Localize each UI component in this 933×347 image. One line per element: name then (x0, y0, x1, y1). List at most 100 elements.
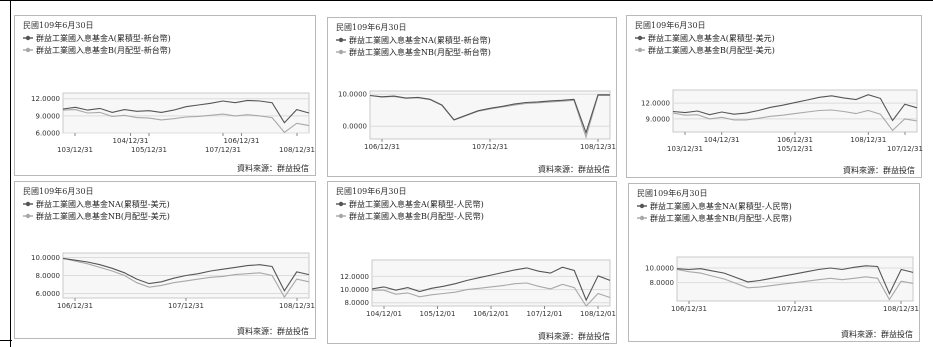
source-note: 資料來源：群益投信 (538, 164, 610, 174)
x-tick-label: 106/12/31 (671, 305, 707, 313)
legend-entry: 群益工業國入息基金B(月配型-美元) (648, 45, 775, 55)
legend-marker (25, 213, 31, 219)
legend-entry: 群益工業國入息基金NB(月配型-人民幣) (650, 213, 792, 223)
chart-panel-4: 民國109年6月30日群益工業國入息基金NA(累積型-美元) 群益工業國入息基金N… (14, 181, 316, 339)
x-tick-label: 104/12/31 (704, 136, 740, 144)
chart-title: 民國109年6月30日 (637, 188, 708, 198)
x-tick-label: 106/12/31 (57, 302, 93, 310)
series-line-1 (672, 94, 918, 122)
y-tick-label: 8.0000 (345, 299, 370, 307)
y-tick-label: 10.0000 (31, 254, 60, 262)
x-tick-label: 105/12/01 (420, 310, 456, 318)
x-tick-label: 106/12/31 (364, 143, 400, 151)
x-tick-label: 107/12/01 (527, 310, 563, 318)
legend-marker (338, 49, 344, 55)
y-tick-label: 10.0000 (340, 286, 369, 294)
legend-marker (338, 37, 344, 43)
plot-area (672, 89, 918, 133)
y-tick-label: 12.0000 (641, 100, 670, 108)
y-tick-label: 8.0000 (650, 279, 675, 287)
chart-title: 民國109年6月30日 (23, 186, 94, 196)
legend-entry: 群益工業國入息基金NA(累積型-美元) (36, 199, 170, 209)
legend-marker (639, 215, 645, 221)
x-tick-label: 107/12/31 (887, 145, 923, 153)
x-tick-label: 103/12/31 (667, 145, 703, 153)
y-tick-label: 0.0000 (343, 123, 368, 131)
x-tick-label: 104/12/31 (113, 137, 149, 145)
x-tick-label: 106/12/31 (224, 137, 260, 145)
x-tick-label: 105/12/31 (777, 145, 813, 153)
legend-entry: 群益工業國入息基金NA(累積型-人民幣) (650, 201, 792, 211)
frame-top-border (0, 0, 933, 1)
x-tick-label: 108/12/31 (850, 136, 886, 144)
legend-marker (639, 203, 645, 209)
legend-marker (637, 35, 643, 41)
legend-entry: 群益工業國入息基金NB(月配型-新台幣) (349, 47, 491, 57)
series-line-1 (62, 99, 310, 124)
series-line-2 (62, 109, 310, 134)
x-tick-label: 107/12/31 (205, 146, 241, 154)
legend-entry: 群益工業國入息基金NA(累積型-新台幣) (349, 35, 491, 45)
legend-entry: 群益工業國入息基金B(月配型-新台幣) (36, 45, 171, 55)
y-tick-label: 6.0000 (36, 130, 61, 138)
chart-panel-5: 民國109年6月30日群益工業國入息基金A(累積型-人民幣) 群益工業國入息基金B… (327, 181, 617, 344)
x-tick-label: 107/12/31 (472, 143, 508, 151)
x-tick-label: 108/12/31 (279, 146, 315, 154)
legend-entry: 群益工業國入息基金NB(月配型-美元) (36, 211, 170, 221)
legend-marker (637, 47, 643, 53)
x-tick-label: 108/12/31 (279, 302, 315, 310)
chart-panel-3: 民國109年6月30日群益工業國入息基金A(累積型-美元) 群益工業國入息基金B(… (626, 15, 923, 178)
series-line-2 (372, 282, 611, 307)
legend-marker (338, 213, 344, 219)
source-note: 資料來源：群益投信 (237, 326, 309, 336)
series-line-1 (676, 265, 914, 296)
legend-entry: 群益工業國入息基金B(月配型-人民幣) (349, 211, 484, 221)
y-tick-label: 9.0000 (646, 115, 671, 123)
chart-title: 民國109年6月30日 (23, 20, 94, 30)
x-tick-label: 108/12/31 (883, 305, 919, 313)
plot-area (371, 259, 611, 307)
legend-entry: 群益工業國入息基金A(累積型-新台幣) (36, 33, 171, 43)
y-tick-label: 9.0000 (36, 112, 61, 120)
y-tick-label: 10.0000 (338, 91, 367, 99)
x-tick-label: 108/12/01 (580, 310, 616, 318)
plot-area (369, 90, 611, 140)
source-note: 資料來源：群益投信 (237, 163, 309, 173)
y-tick-label: 10.0000 (645, 265, 674, 273)
x-tick-label: 107/12/31 (168, 302, 204, 310)
legend-marker (25, 47, 31, 53)
series-line-2 (672, 109, 918, 132)
x-tick-label: 106/12/01 (473, 310, 509, 318)
frame-bottom-border (0, 340, 12, 341)
chart-panel-1: 民國109年6月30日群益工業國入息基金A(累積型-新台幣) 群益工業國入息基金B… (14, 15, 316, 176)
plot-area (676, 256, 914, 302)
x-tick-label: 104/12/01 (366, 310, 402, 318)
legend-entry: 群益工業國入息基金A(累積型-人民幣) (349, 199, 484, 209)
x-tick-label: 107/12/31 (777, 305, 813, 313)
chart-title: 民國109年6月30日 (635, 20, 706, 30)
y-tick-label: 12.0000 (340, 273, 369, 281)
source-note: 資料來源：群益投信 (843, 165, 915, 175)
y-tick-label: 6.0000 (36, 290, 61, 298)
legend-marker (25, 201, 31, 207)
legend-entry: 群益工業國入息基金A(累積型-美元) (648, 33, 775, 43)
series-line-2 (62, 257, 310, 299)
series-line-2 (676, 268, 914, 301)
x-tick-label: 106/12/31 (777, 136, 813, 144)
chart-title: 民國109年6月30日 (336, 186, 407, 196)
source-note: 資料來源：群益投信 (841, 329, 913, 339)
series-line-1 (371, 266, 611, 302)
chart-title: 民國109年6月30日 (336, 22, 407, 32)
chart-panel-6: 民國109年6月30日群益工業國入息基金NA(累積型-人民幣) 群益工業國入息基金… (628, 183, 920, 342)
y-tick-label: 8.0000 (36, 272, 61, 280)
frame-left-border (10, 0, 11, 347)
x-tick-label: 105/12/31 (131, 146, 167, 154)
chart-panel-2: 民國109年6月30日群益工業國入息基金NA(累積型-新台幣) 群益工業國入息基金… (327, 17, 617, 177)
plot-area (62, 92, 310, 134)
